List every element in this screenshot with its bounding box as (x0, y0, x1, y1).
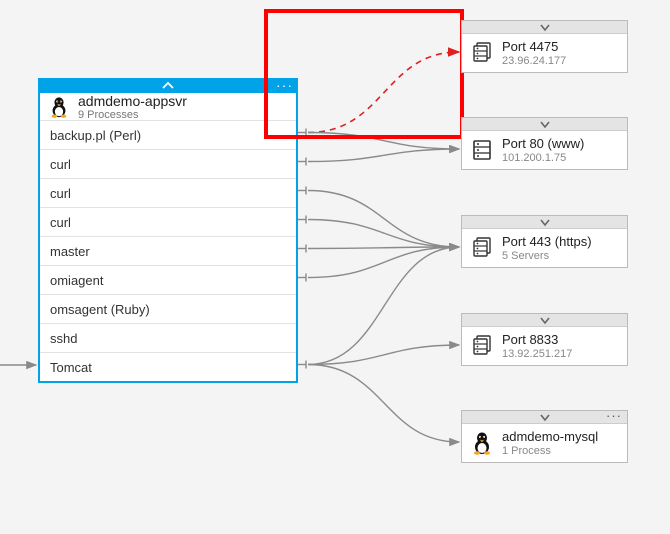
servers-icon (470, 41, 494, 65)
dest-collapse-bar[interactable] (462, 216, 627, 229)
destination-node[interactable]: ···admdemo-mysql1 Process (461, 410, 628, 463)
dest-subtitle: 101.200.1.75 (502, 152, 584, 164)
dest-title: Port 80 (www) (502, 136, 584, 152)
dest-body: Port 883313.92.251.217 (462, 327, 627, 365)
destination-node[interactable]: Port 883313.92.251.217 (461, 313, 628, 366)
ellipsis-icon[interactable]: ··· (276, 79, 293, 91)
chevron-down-icon (539, 23, 551, 32)
chevron-down-icon (539, 413, 551, 422)
dest-subtitle: 1 Process (502, 445, 598, 457)
chevron-down-icon (539, 316, 551, 325)
process-item[interactable]: master (40, 236, 296, 265)
process-item[interactable]: omiagent (40, 265, 296, 294)
dest-collapse-bar[interactable] (462, 21, 627, 34)
tux-icon (470, 431, 494, 455)
dest-body: admdemo-mysql1 Process (462, 424, 627, 462)
chevron-down-icon (539, 120, 551, 129)
destination-node[interactable]: Port 443 (https)5 Servers (461, 215, 628, 268)
chevron-down-icon (539, 218, 551, 227)
server-subtitle: 9 Processes (78, 109, 187, 121)
dest-body: Port 80 (www)101.200.1.75 (462, 131, 627, 169)
servers-icon (470, 334, 494, 358)
process-item[interactable]: curl (40, 207, 296, 236)
dest-body: Port 447523.96.24.177 (462, 34, 627, 72)
dest-subtitle: 5 Servers (502, 250, 592, 262)
destination-node[interactable]: Port 447523.96.24.177 (461, 20, 628, 73)
collapse-bar[interactable]: ··· (39, 79, 297, 93)
dest-title: Port 443 (https) (502, 234, 592, 250)
tux-icon (48, 96, 70, 118)
process-list: backup.pl (Perl)curlcurlcurlmasteromiage… (40, 120, 296, 381)
ellipsis-icon[interactable]: ··· (606, 408, 622, 423)
dest-collapse-bar[interactable]: ··· (462, 411, 627, 424)
process-item[interactable]: omsagent (Ruby) (40, 294, 296, 323)
dest-title: admdemo-mysql (502, 429, 598, 445)
chevron-up-icon (161, 81, 175, 91)
servers-icon (470, 236, 494, 260)
process-item[interactable]: Tomcat (40, 352, 296, 381)
process-item[interactable]: sshd (40, 323, 296, 352)
server-icon (470, 138, 494, 162)
dest-body: Port 443 (https)5 Servers (462, 229, 627, 267)
dest-subtitle: 13.92.251.217 (502, 348, 572, 360)
dest-collapse-bar[interactable] (462, 314, 627, 327)
dest-title: Port 4475 (502, 39, 566, 55)
server-title: admdemo-appsvr (78, 93, 187, 109)
dest-title: Port 8833 (502, 332, 572, 348)
dest-subtitle: 23.96.24.177 (502, 55, 566, 67)
process-item[interactable]: backup.pl (Perl) (40, 120, 296, 149)
dest-collapse-bar[interactable] (462, 118, 627, 131)
process-item[interactable]: curl (40, 178, 296, 207)
server-node-main[interactable]: ··· admdemo-appsvr 9 Processes backup.pl… (38, 78, 298, 383)
server-node-header[interactable]: ··· admdemo-appsvr 9 Processes (40, 80, 296, 120)
process-item[interactable]: curl (40, 149, 296, 178)
destination-node[interactable]: Port 80 (www)101.200.1.75 (461, 117, 628, 170)
